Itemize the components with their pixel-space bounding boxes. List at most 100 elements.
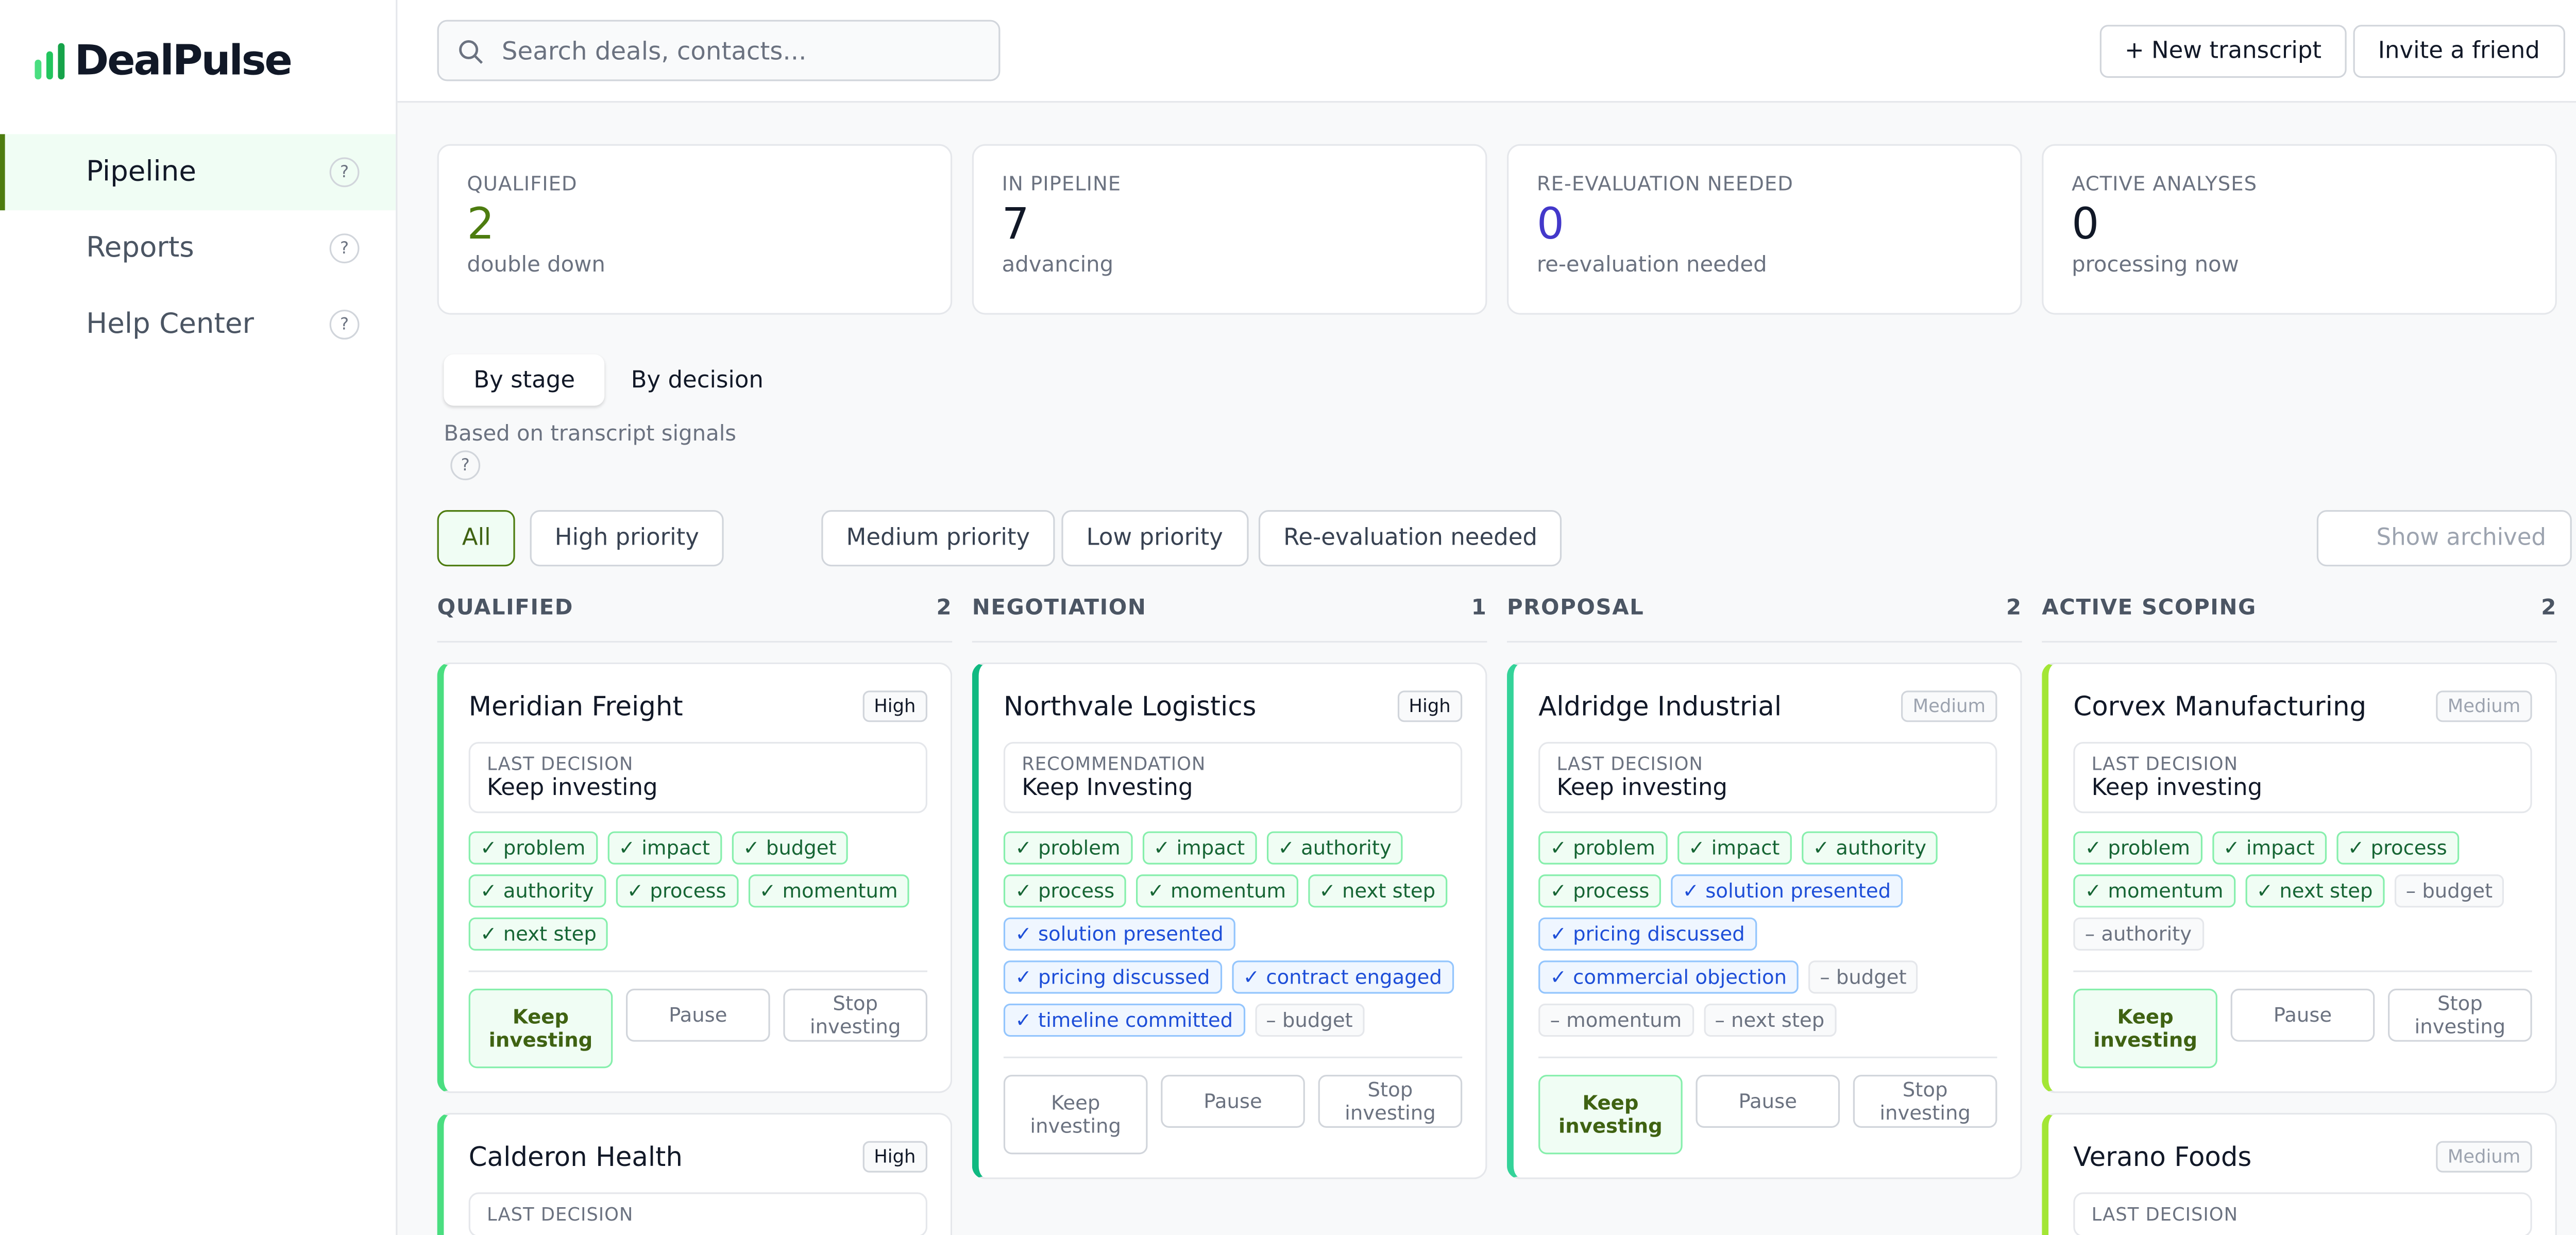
action-button[interactable]: Stop investing (1318, 1075, 1463, 1128)
column-header: QUALIFIED 2 (437, 596, 953, 643)
stat-value: 0 (1536, 200, 1565, 250)
stat-card: IN PIPELINE 7 advancing (972, 144, 1487, 315)
column: NEGOTIATION 1 Northvale Logistics High RECOM… (972, 596, 1487, 1235)
action-button[interactable]: Pause (2230, 988, 2375, 1042)
deal-card[interactable]: Northvale Logistics High RECOMMENDATION Kee… (972, 662, 1487, 1179)
priority-badge: Medium (1901, 690, 1997, 722)
signal-chip: – budget (2394, 874, 2504, 908)
signal-chip: ✓ process (615, 874, 738, 908)
column-name: NEGOTIATION (972, 596, 1147, 621)
nav-label: Help Center (86, 308, 255, 342)
actions: Keep investing Pause Stop investing (1538, 1075, 1997, 1155)
column-name: PROPOSAL (1507, 596, 1645, 621)
priority-badge: High (862, 1141, 928, 1173)
action-button[interactable]: Keep investing (1538, 1075, 1683, 1155)
signal-chip: – momentum (1538, 1003, 1693, 1037)
tabs-note: Based on transcript signals (444, 422, 737, 447)
help-icon[interactable]: ? (329, 310, 360, 340)
signal-chip: ✓ next step (1307, 874, 1447, 908)
filter[interactable]: Medium priority (821, 510, 1055, 567)
nav-label: Pipeline (86, 156, 196, 189)
nav-item[interactable]: Help Center? (0, 286, 396, 363)
signal-chip: – next step (1703, 1003, 1836, 1037)
column-count: 1 (1471, 596, 1487, 621)
brand: DealPulse (33, 37, 293, 84)
decision-label: LAST DECISION (2091, 753, 2239, 775)
deal-card[interactable]: Aldridge Industrial Medium LAST DECISION Ke… (1507, 662, 2022, 1179)
stat-label: RE-EVALUATION NEEDED (1536, 172, 1793, 196)
show-archived[interactable]: Show archived (2316, 510, 2571, 567)
signals: ✓ problem ✓ impact ✓ budget ✓ authority ✓ pr… (468, 831, 928, 972)
help-icon[interactable]: ? (329, 233, 360, 264)
signal-chip: ✓ solution presented (1671, 874, 1903, 908)
deal-card[interactable]: Meridian Freight High LAST DECISION Keep in… (437, 662, 953, 1093)
priority-badge: High (862, 690, 928, 722)
action-button[interactable]: Keep investing (1003, 1075, 1148, 1155)
stat-label: IN PIPELINE (1002, 172, 1122, 196)
decision-label: LAST DECISION (2091, 1204, 2239, 1226)
filter[interactable]: High priority (530, 510, 724, 567)
decision-label: LAST DECISION (487, 1204, 634, 1226)
action-button[interactable]: Stop investing (2388, 988, 2532, 1042)
deal-name: Aldridge Industrial (1538, 690, 1782, 722)
card-title-row: Aldridge Industrial Medium (1538, 690, 1997, 722)
column-header: NEGOTIATION 1 (972, 596, 1487, 643)
action-button[interactable]: Stop investing (783, 988, 928, 1042)
filter[interactable]: Low priority (1061, 510, 1248, 567)
deal-name: Calderon Health (468, 1141, 683, 1173)
decision: Keep investing (1556, 775, 1727, 802)
deal-name: Verano Foods (2073, 1141, 2252, 1173)
actions: Keep investing Pause Stop investing (468, 988, 928, 1069)
signal-chip: ✓ momentum (1136, 874, 1298, 908)
column-header: ACTIVE SCOPING 2 (2042, 596, 2557, 643)
tab[interactable]: By stage (444, 354, 605, 406)
sidebar: DealPulse Pipeline? Reports? Help Center? (0, 0, 398, 1235)
card-title-row: Verano Foods Medium (2073, 1141, 2532, 1173)
signal-chip: ✓ process (2336, 831, 2459, 865)
signal-chip: ✓ momentum (2073, 874, 2235, 908)
action-button[interactable]: Pause (626, 988, 770, 1042)
priority-badge: High (1397, 690, 1463, 722)
column: PROPOSAL 2 Aldridge Industrial Medium LAST D… (1507, 596, 2022, 1235)
signal-chip: ✓ budget (731, 831, 849, 865)
column-count: 2 (2006, 596, 2022, 621)
nav-item[interactable]: Pipeline? (0, 134, 396, 211)
action-button[interactable]: Keep investing (2073, 988, 2217, 1069)
decision-box: RECOMMENDATION Keep Investing (1003, 742, 1463, 814)
signal-chip: ✓ contract engaged (1231, 960, 1454, 994)
priority-badge: Medium (2436, 1141, 2532, 1173)
card-title-row: Calderon Health High (468, 1141, 928, 1173)
new-transcript[interactable]: + New transcript (2099, 25, 2347, 78)
filter[interactable]: Re-evaluation needed (1258, 510, 1563, 567)
stat-value: 7 (1002, 200, 1029, 250)
deal-card[interactable]: Corvex Manufacturing Medium LAST DECISION K… (2042, 662, 2557, 1093)
column: QUALIFIED 2 Meridian Freight High LAST DECIS… (437, 596, 953, 1235)
action-button[interactable]: Stop investing (1853, 1075, 1997, 1128)
deal-name: Corvex Manufacturing (2073, 690, 2367, 722)
deal-card[interactable]: Calderon Health High LAST DECISION (437, 1113, 953, 1235)
signal-chip: ✓ problem (2073, 831, 2202, 865)
search[interactable]: Search deals, contacts... (437, 20, 1001, 81)
filter[interactable]: All (437, 510, 516, 567)
column-header: PROPOSAL 2 (1507, 596, 2022, 643)
action-button[interactable]: Keep investing (468, 988, 613, 1069)
stat-label: QUALIFIED (467, 172, 578, 196)
decision: Keep investing (487, 775, 658, 802)
invite[interactable]: Invite a friend (2353, 25, 2565, 78)
signal-chip: ✓ pricing discussed (1538, 917, 1757, 951)
signal-chip: ✓ authority (468, 874, 606, 908)
nav-item[interactable]: Reports? (0, 210, 396, 286)
signal-chip: ✓ momentum (748, 874, 910, 908)
deal-card[interactable]: Verano Foods Medium LAST DECISION (2042, 1113, 2557, 1235)
signal-chip: ✓ impact (2211, 831, 2327, 865)
topbar: Search deals, contacts... + New transcri… (397, 0, 2576, 103)
help-icon[interactable]: ? (450, 450, 481, 481)
decision-box: LAST DECISION Keep investing (1538, 742, 1997, 814)
tab[interactable]: By decision (631, 366, 764, 394)
search-placeholder: Search deals, contacts... (501, 36, 807, 65)
help-icon[interactable]: ? (329, 157, 360, 188)
signal-chip: – budget (1808, 960, 1919, 994)
action-button[interactable]: Pause (1161, 1075, 1305, 1128)
action-button[interactable]: Pause (1696, 1075, 1840, 1128)
